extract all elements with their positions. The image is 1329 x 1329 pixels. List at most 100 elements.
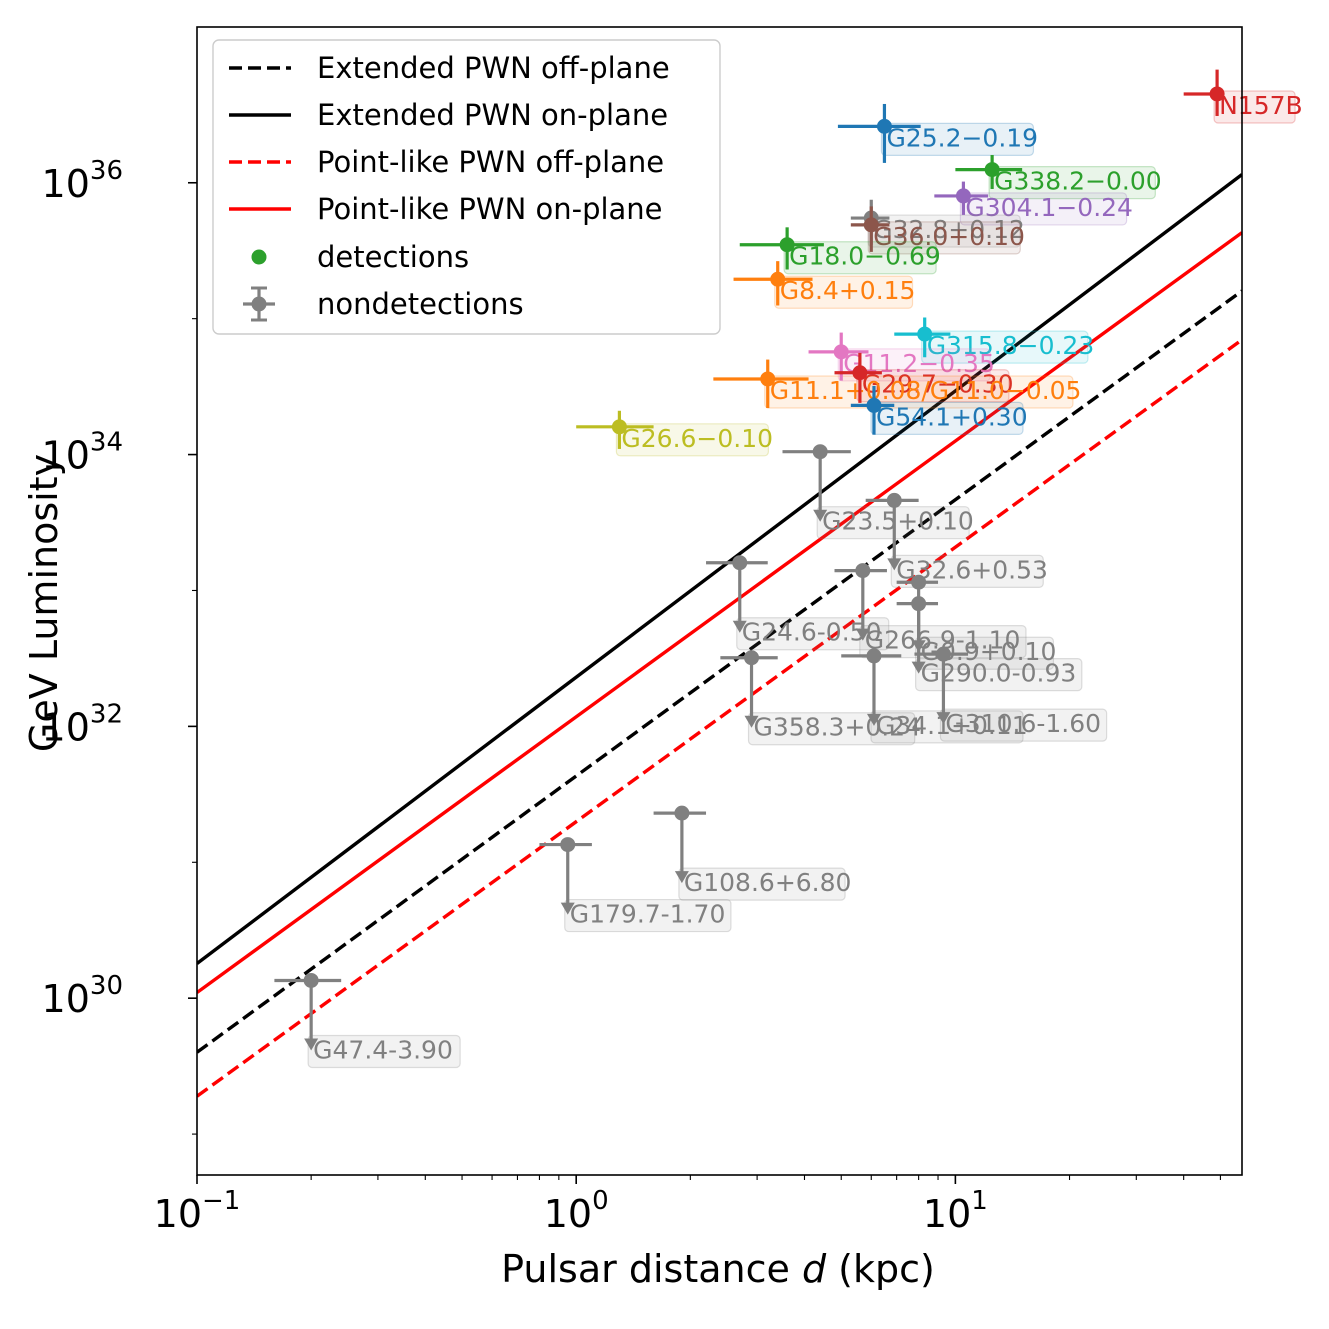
nondetection-marker xyxy=(560,837,576,853)
upper-limit-point xyxy=(653,805,707,884)
point-label-text: G54.1+0.30 xyxy=(876,402,1028,431)
x-axis-title: Pulsar distance d (kpc) xyxy=(501,1247,935,1291)
detection-point xyxy=(739,227,824,270)
detection-point xyxy=(955,155,1023,189)
point-label-box xyxy=(867,221,1021,255)
point-label-box xyxy=(615,423,769,457)
upper-limit-arrow xyxy=(855,628,870,641)
point-labels: N157BG25.2−0.19G338.2−0.00G304.1−0.24G32… xyxy=(307,90,1303,1069)
point-label-box xyxy=(736,617,890,651)
upper-limit-point xyxy=(720,650,778,728)
x-tick-exp-0: −1 xyxy=(202,1186,240,1216)
detection-point xyxy=(1183,69,1225,116)
nondetection-marker xyxy=(812,444,828,460)
detection-point xyxy=(934,181,989,215)
detection-point xyxy=(713,359,809,409)
point-label: G108.6+6.80 xyxy=(678,867,851,901)
point-label: G26.6−0.10 xyxy=(615,423,773,457)
upper-limit-point xyxy=(865,492,919,571)
detection-point xyxy=(850,206,890,252)
point-label-text: G315.8−0.23 xyxy=(927,331,1095,360)
upper-limit-arrow xyxy=(732,620,747,633)
upper-limit-arrow xyxy=(887,558,902,571)
point-label: G32.8+0.12 xyxy=(867,214,1025,248)
nondetection-marker xyxy=(744,650,760,666)
point-label-text: G34.1+0.11 xyxy=(876,711,1028,740)
point-label: G8.4+0.15 xyxy=(774,275,915,309)
plot-frame xyxy=(196,26,1243,1176)
data-points xyxy=(274,69,1225,1051)
model-line-3 xyxy=(197,231,1242,994)
point-label: G315.8−0.23 xyxy=(921,330,1095,364)
legend-detection-swatch xyxy=(251,249,267,265)
detection-marker xyxy=(779,237,795,253)
detection-point xyxy=(834,352,882,403)
detection-marker xyxy=(876,118,892,134)
point-label: G24.6-0.50 xyxy=(736,617,890,651)
y-tick-exp-3: 36 xyxy=(90,156,123,186)
point-label-box xyxy=(870,401,1024,436)
point-label-box xyxy=(678,867,846,901)
point-label-box xyxy=(915,658,1083,692)
detection-marker xyxy=(770,271,786,287)
point-label-box xyxy=(870,710,1024,744)
detection-marker xyxy=(852,365,868,381)
point-label-text: G23.5+0.10 xyxy=(822,507,974,536)
y-tick-label-0: 1030 xyxy=(42,971,123,1021)
upper-limit-point xyxy=(274,972,342,1051)
upper-limit-point xyxy=(782,444,851,522)
model-line-1 xyxy=(197,173,1242,965)
model-line-2 xyxy=(197,338,1242,1098)
nondetection-marker xyxy=(911,574,927,590)
detection-point xyxy=(837,103,921,163)
y-tick-label-3: 1036 xyxy=(42,156,123,206)
upper-limit-arrow xyxy=(911,661,926,674)
nondetection-marker xyxy=(303,972,319,988)
detection-marker xyxy=(866,397,882,413)
point-label-text: G358.3+0.24 xyxy=(754,713,922,742)
point-label-box xyxy=(564,898,732,933)
point-label: G290.0-0.93 xyxy=(915,658,1083,692)
upper-limit-arrow xyxy=(304,1038,319,1051)
point-label-box xyxy=(890,554,1044,589)
model-line-0 xyxy=(197,289,1242,1054)
upper-limit-arrow xyxy=(936,712,951,725)
point-label: G47.4-3.90 xyxy=(307,1034,461,1069)
detection-marker xyxy=(917,326,933,342)
y-tick-exp-2: 34 xyxy=(90,428,123,458)
upper-limit-arrow xyxy=(674,871,689,884)
x-tick-exp-2: 1 xyxy=(971,1186,988,1216)
y-tick-exp-1: 32 xyxy=(90,699,123,729)
nondetection-marker xyxy=(911,596,927,612)
point-label: G266.9-1.10 xyxy=(859,625,1027,659)
point-label: G338.2−0.00 xyxy=(988,165,1162,200)
point-label-text: G36.0+0.10 xyxy=(873,222,1025,251)
legend-nondetection-swatch xyxy=(251,296,267,312)
point-label-text: G26.6−0.10 xyxy=(621,424,773,453)
point-label: G36.0+0.10 xyxy=(867,221,1025,255)
legend-label: Extended PWN off-plane xyxy=(317,51,670,85)
point-label-text: G290.0-0.93 xyxy=(921,659,1077,688)
point-label: G34.1+0.11 xyxy=(870,710,1028,744)
detection-point xyxy=(894,317,951,358)
x-tick-label-0: 10−1 xyxy=(154,1186,241,1236)
point-label-box xyxy=(988,165,1156,200)
point-label-text: G179.7-1.70 xyxy=(570,900,726,929)
legend-label: nondetections xyxy=(317,287,524,321)
point-label: G29.7−0.30 xyxy=(856,369,1014,403)
point-label-box xyxy=(307,1034,461,1069)
upper-limit-arrow xyxy=(813,509,828,522)
detection-marker xyxy=(760,371,776,387)
detection-marker xyxy=(1209,86,1225,102)
point-label: G310.6-1.60 xyxy=(939,708,1108,742)
nondetection-marker xyxy=(866,648,882,664)
upper-limit-arrow xyxy=(866,713,881,726)
detection-marker xyxy=(863,217,879,233)
nondetection-marker xyxy=(935,646,951,662)
point-label-box xyxy=(783,241,937,275)
point-label-text: G338.2−0.00 xyxy=(994,167,1162,196)
point-label-text: G29.7−0.30 xyxy=(862,370,1014,399)
legend-label: Point-like PWN off-plane xyxy=(317,145,664,179)
detection-point xyxy=(733,261,813,306)
x-tick-label-2: 101 xyxy=(923,1186,988,1236)
